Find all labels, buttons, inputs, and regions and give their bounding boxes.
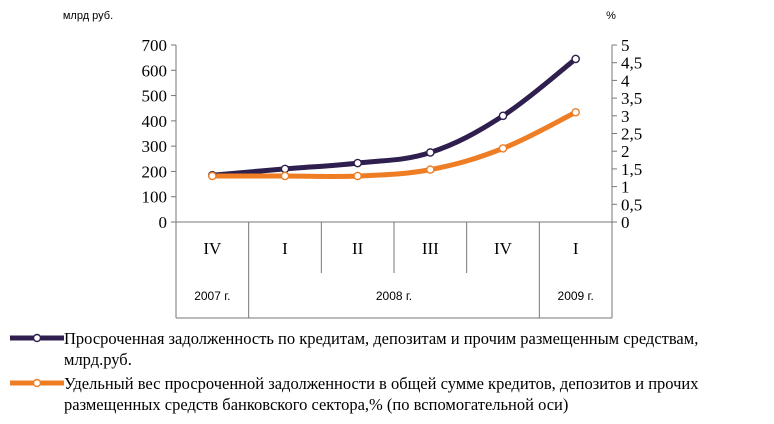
year-label: 2008 г. [376, 289, 412, 303]
data-point-series-1 [426, 165, 435, 174]
right-tick-label: 2,5 [621, 125, 642, 144]
category-label: IV [494, 239, 513, 258]
series-lines [209, 56, 579, 179]
right-tick-label: 4,5 [621, 54, 642, 73]
legend-swatch-marker [32, 378, 42, 388]
year-label: 2009 г. [558, 289, 594, 303]
tick-labels: 010020030040050060070000,511,522,533,544… [142, 36, 643, 232]
legend-swatch-marker [32, 333, 42, 343]
series-line-0 [209, 56, 579, 178]
data-point-series-0 [571, 54, 580, 64]
year-label: 2007 г. [194, 289, 230, 303]
data-point-series-1 [208, 171, 217, 181]
chart-area: 010020030040050060070000,511,522,533,544… [63, 10, 643, 319]
right-tick-label: 4 [621, 71, 630, 90]
series-points [208, 54, 580, 181]
right-tick-label: 3 [621, 107, 630, 126]
legend-swatch-overdue-debt [10, 333, 64, 343]
category-label: III [422, 239, 439, 258]
left-tick-label: 300 [142, 137, 168, 156]
data-point-series-0 [353, 158, 362, 168]
legend-label-overdue-debt: Просроченная задолженность по кредитам, … [64, 329, 699, 369]
right-tick-label: 1,5 [621, 160, 642, 179]
axes [175, 45, 613, 223]
legend-label-overdue-share: Удельный вес просроченной задолженности … [64, 374, 699, 414]
series-line-1 [209, 109, 579, 179]
left-tick-label: 0 [159, 213, 168, 232]
category-label: IV [203, 239, 222, 258]
left-tick-label: 100 [142, 188, 168, 207]
data-point-series-0 [280, 164, 290, 174]
right-tick-label: 0,5 [621, 195, 642, 214]
left-tick-label: 500 [142, 87, 168, 106]
left-tick-label: 600 [142, 61, 168, 80]
data-point-series-1 [353, 171, 362, 181]
right-axis-unit: % [606, 10, 616, 22]
left-tick-label: 700 [142, 36, 168, 55]
left-tick-label: 200 [142, 162, 168, 181]
right-tick-label: 5 [621, 36, 630, 55]
data-point-series-1 [280, 171, 290, 181]
legend: Просроченная задолженность по кредитам, … [10, 328, 770, 418]
right-tick-label: 3,5 [621, 89, 642, 108]
right-tick-label: 0 [621, 213, 630, 232]
legend-item-overdue-share: Удельный вес просроченной задолженности … [10, 373, 770, 415]
legend-swatch-overdue-share [10, 378, 64, 388]
data-point-series-1 [571, 107, 580, 117]
category-label: II [352, 239, 364, 258]
data-point-series-1 [498, 144, 508, 153]
legend-item-overdue-debt: Просроченная задолженность по кредитам, … [10, 328, 770, 370]
left-axis-unit: млрд руб. [63, 10, 113, 22]
left-tick-label: 400 [142, 112, 168, 131]
category-label: I [282, 239, 288, 258]
data-point-series-0 [426, 148, 435, 157]
right-tick-label: 1 [621, 178, 630, 197]
right-tick-label: 2 [621, 142, 630, 161]
category-label: I [573, 239, 579, 258]
data-point-series-0 [498, 111, 508, 121]
